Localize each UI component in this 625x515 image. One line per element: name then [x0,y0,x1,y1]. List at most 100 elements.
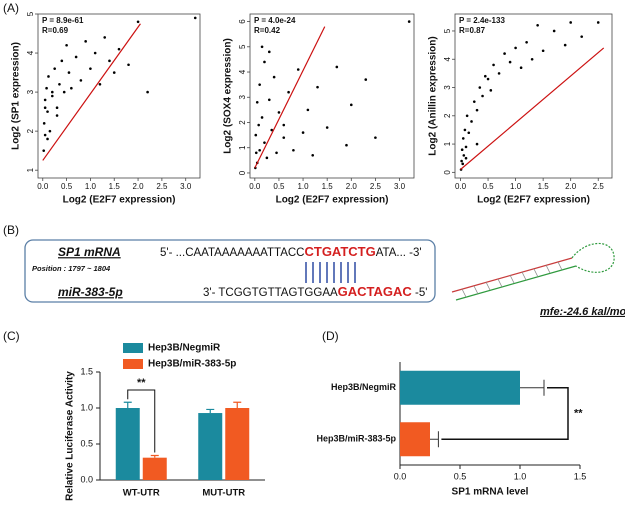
point [569,21,572,24]
point [263,60,266,64]
point [272,75,276,79]
point [265,156,269,160]
fit-line [254,26,326,169]
error-bar [430,431,439,448]
point [89,67,92,70]
x-tick-label: 3.0 [180,182,192,191]
mrna-name: SP1 mRNA [58,245,121,259]
point [349,103,353,107]
mrna-sequence: 5'- ...CAATAAAAAAATTACCCTGATCTGATA... -3… [160,244,422,259]
point [84,40,87,43]
point [461,137,465,140]
y-axis-label: Log2 (SOX4 expression) [223,38,234,154]
panel-label: (A) [3,1,19,15]
point [316,85,319,89]
legend-swatch [123,343,143,353]
x-tick-label: 2.0 [132,182,144,191]
panel-label: (D) [322,329,339,343]
point [374,136,377,139]
point [478,86,482,89]
point [536,24,539,27]
point [483,74,487,78]
x-tick-label: WT-UTR [123,488,160,499]
point [407,20,411,23]
point [311,153,315,157]
point [497,72,501,75]
y-tick-label: 4 [443,56,452,61]
point [42,122,46,125]
point [464,156,468,160]
point [292,148,295,152]
stat-annotation: P = 2.4e-133 [459,16,505,25]
stat-annotation: R=0.69 [42,26,69,35]
point [50,94,54,98]
point [112,71,116,74]
error-bar [150,454,159,458]
point [467,131,471,135]
sequence-box [24,239,436,303]
point [254,133,258,137]
x-tick-label: 0.0 [37,182,49,191]
point [193,16,197,20]
bar [115,408,140,480]
point [50,90,54,94]
y-tick-label: 3 [443,85,452,90]
error-bar [206,408,215,414]
point [255,101,259,104]
point [345,143,348,147]
point [519,66,523,70]
stat-annotation: R=0.42 [254,26,281,35]
point [503,52,506,55]
y-tick-label: 6 [238,19,247,24]
point [103,36,107,39]
y-tick-label: 0.0 [80,474,93,484]
point [260,116,264,119]
y-tick-label: 1.5 [80,366,93,376]
y-tick-label: 4 [238,69,247,74]
point [580,35,584,38]
x-tick-label: 1.5 [574,471,587,481]
y-axis-label: Relative Luciferase Activity [65,371,76,501]
legend-swatch [123,359,143,369]
y-tick-label: 1 [26,167,35,172]
x-axis-label: Log2 (E2F7 expression) [477,195,590,206]
fit-line [42,23,141,161]
point [486,77,490,81]
point [301,131,305,134]
panel-label: (C) [3,329,20,343]
point [282,123,286,127]
point [60,59,64,63]
y-tick-label: 2 [443,113,452,118]
point [475,142,479,146]
y-tick-label: 2 [26,128,35,133]
seq-prefix: 5'- ...CAATAAAAAAATTACC [160,247,304,259]
bar [400,370,520,405]
point [43,106,47,110]
point [117,47,121,51]
point [596,21,600,24]
stat-annotation: P = 4.0e-24 [254,16,296,25]
point [127,63,130,67]
point [93,51,97,55]
significance-label: ** [574,407,583,419]
y-tick-label: 1.0 [80,402,93,412]
seq-seed: GACTAGAC [338,284,413,299]
point [461,162,465,166]
bar [142,457,167,480]
x-tick-label: 3.0 [394,182,406,191]
point [472,100,476,103]
point [98,82,102,86]
point [258,83,261,86]
y-tick-label: 4 [26,50,35,55]
error-bar [520,379,545,396]
point [45,86,48,90]
x-axis-label: SP1 mRNA level [452,487,529,498]
point [46,137,49,141]
point [335,65,339,69]
error-bar [233,401,242,408]
point [525,40,528,44]
error-bar [123,401,132,408]
point [464,145,468,149]
point [460,159,463,163]
